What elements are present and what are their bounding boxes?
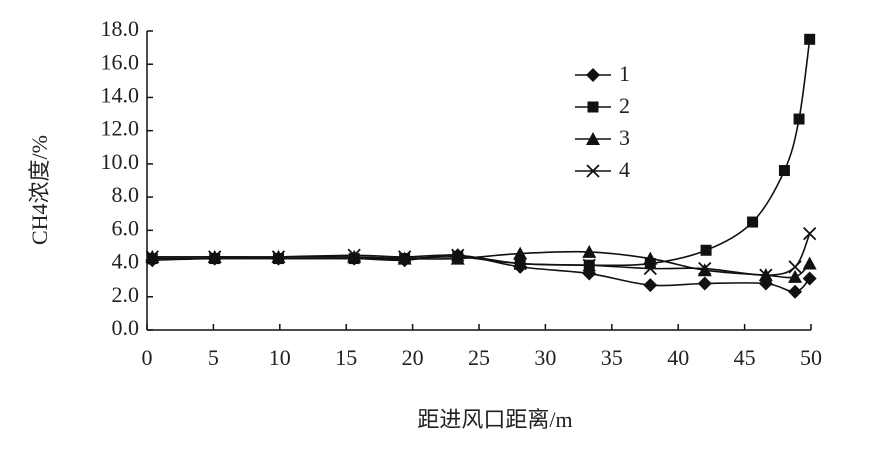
x-tick-label: 40: [667, 345, 689, 370]
marker: [586, 132, 600, 145]
marker: [643, 278, 658, 293]
y-tick-label: 10.0: [101, 149, 140, 174]
marker: [802, 271, 817, 286]
x-tick-label: 50: [800, 345, 822, 370]
marker: [450, 251, 465, 265]
series-line: [152, 39, 811, 267]
y-tick-label: 14.0: [101, 82, 140, 107]
marker: [582, 258, 596, 272]
marker: [802, 256, 817, 270]
y-axis-label: CH4浓度/%: [27, 135, 52, 245]
marker: [788, 260, 802, 274]
marker: [587, 101, 599, 113]
x-tick-label: 0: [142, 345, 153, 370]
legend-label: 3: [619, 125, 630, 150]
y-tick-label: 8.0: [112, 182, 140, 207]
marker: [145, 250, 159, 264]
y-tick-label: 16.0: [101, 49, 140, 74]
marker: [208, 250, 222, 264]
marker: [698, 261, 712, 276]
x-tick-label: 45: [734, 345, 756, 370]
x-tick-label: 5: [208, 345, 219, 370]
x-tick-label: 30: [534, 345, 556, 370]
x-tick-label: 25: [468, 345, 490, 370]
x-tick-label: 20: [402, 345, 424, 370]
marker: [643, 261, 657, 276]
marker: [347, 248, 361, 262]
x-tick-label: 10: [269, 345, 291, 370]
series-line: [152, 254, 811, 293]
y-tick-label: 6.0: [112, 215, 140, 240]
marker: [788, 284, 803, 299]
marker: [747, 216, 759, 228]
x-tick-label: 15: [335, 345, 357, 370]
marker: [513, 256, 527, 271]
marker: [271, 250, 286, 264]
y-tick-label: 18.0: [101, 16, 140, 41]
legend-label: 4: [619, 157, 630, 182]
marker: [697, 276, 712, 291]
marker: [759, 268, 773, 282]
legend-label: 1: [619, 61, 630, 86]
marker: [788, 269, 803, 283]
marker: [643, 251, 658, 265]
marker: [513, 246, 528, 260]
legend-label: 2: [619, 93, 630, 118]
y-tick-label: 4.0: [112, 249, 140, 274]
marker: [803, 227, 817, 241]
marker: [586, 68, 600, 82]
marker: [778, 165, 790, 177]
marker: [451, 248, 465, 262]
x-axis-label: 距进风口距离/m: [417, 407, 572, 432]
marker: [793, 113, 805, 125]
marker: [804, 33, 816, 45]
y-tick-label: 2.0: [112, 282, 140, 307]
y-tick-label: 12.0: [101, 116, 140, 141]
marker: [700, 244, 712, 256]
y-tick-label: 0.0: [112, 315, 140, 340]
x-tick-label: 35: [601, 345, 623, 370]
marker: [397, 250, 412, 264]
marker: [586, 164, 600, 178]
marker: [582, 244, 597, 258]
